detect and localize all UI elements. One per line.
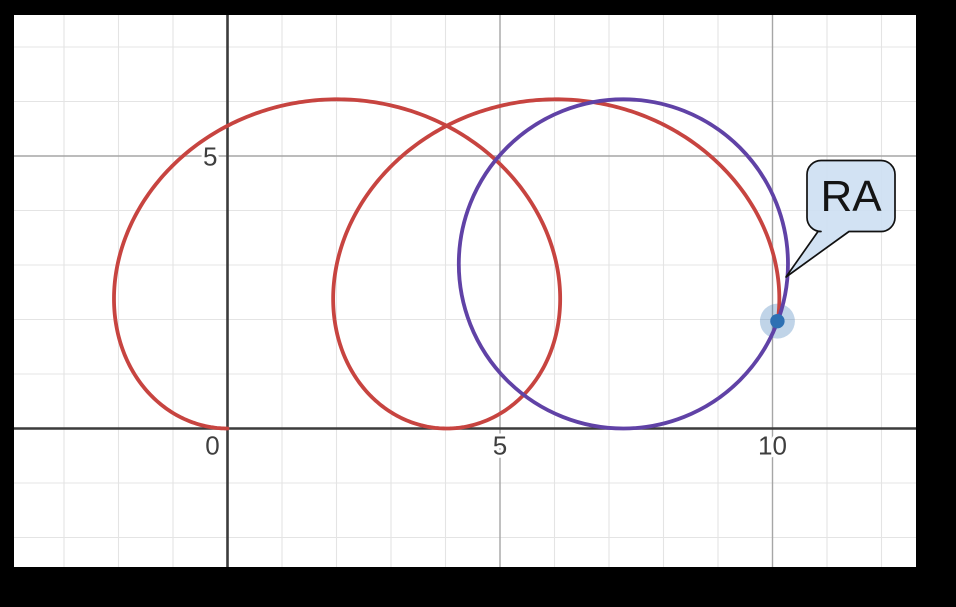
y-tick-label: 5 — [203, 142, 217, 172]
x-tick-label: 0 — [205, 431, 219, 461]
x-tick-label: 5 — [493, 431, 507, 461]
wheel-circle[interactable] — [456, 97, 790, 431]
trochoid-trace-curve[interactable] — [112, 97, 782, 431]
minor-gridlines — [14, 15, 916, 567]
ra-callout-label: RA — [820, 172, 882, 221]
x-tick-label: 10 — [758, 431, 787, 461]
ra-callout-bubble — [785, 159, 896, 278]
ra-point-dot[interactable] — [770, 313, 785, 329]
plot-area[interactable] — [14, 15, 916, 567]
